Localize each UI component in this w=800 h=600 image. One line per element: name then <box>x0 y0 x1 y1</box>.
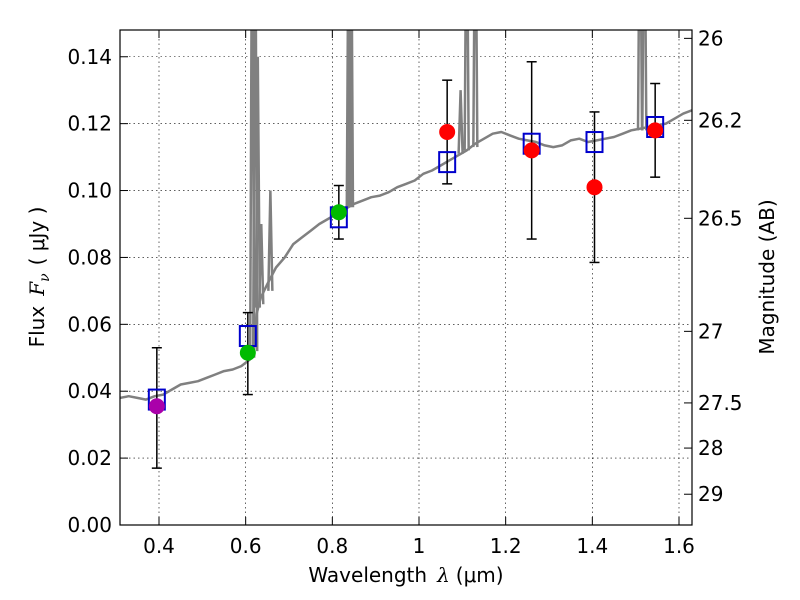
model-spectrum-line <box>120 109 692 401</box>
y2-tick-label: 27.5 <box>698 391 743 415</box>
y-tick-label: 0.12 <box>67 112 112 136</box>
emission-line-spike <box>254 56 262 308</box>
observed-photometry-point <box>148 398 165 415</box>
y2-tick-label: 26 <box>698 26 723 50</box>
emission-line-spike <box>457 90 464 154</box>
y-tick-label: 0.02 <box>67 446 112 470</box>
plot-frame <box>119 29 693 526</box>
x-tick-label: 1.6 <box>663 534 695 558</box>
x-tick-label: 0.6 <box>230 534 262 558</box>
emission-line-spike <box>267 190 274 291</box>
y2-tick-label: 26.2 <box>698 108 743 132</box>
emission-line-spike <box>258 223 265 305</box>
y-tick-label: 0.04 <box>67 379 112 403</box>
observed-photometry-point <box>239 344 256 361</box>
emission-line-spike <box>472 30 479 148</box>
plot-area <box>120 30 692 469</box>
model-photometry-marker <box>438 151 457 174</box>
observed-photometry-point <box>647 122 664 139</box>
model-photometry-marker <box>585 131 604 154</box>
y2-tick-label: 27 <box>698 319 723 343</box>
x-tick-label: 1 <box>413 534 426 558</box>
y-tick-label: 0.14 <box>67 45 112 69</box>
x-tick-label: 1.4 <box>576 534 608 558</box>
emission-line-spike <box>636 30 644 131</box>
y2-tick-label: 28 <box>698 436 723 460</box>
y2-tick-label: 29 <box>698 482 723 506</box>
y-tick-label: 0.10 <box>67 179 112 203</box>
grid-lines <box>120 30 692 526</box>
y-tick-label: 0.06 <box>67 312 112 336</box>
x-tick-label: 0.4 <box>143 534 175 558</box>
emission-line-spike <box>641 30 648 131</box>
emission-line-spike <box>347 30 355 208</box>
x-tick-label: 0.8 <box>316 534 348 558</box>
observed-photometry-point <box>523 142 540 159</box>
observed-photometry-point <box>330 204 347 221</box>
x-axis-label: Wavelength λ (μm) <box>308 563 503 587</box>
x-tick-label: 1.2 <box>490 534 522 558</box>
y2-axis-label: Magnitude (AB) <box>755 199 779 354</box>
y-tick-label: 0.00 <box>67 513 112 537</box>
emission-line-spike <box>463 30 470 151</box>
axis-ticks: 0.4 0.6 0.8 1 1.2 1.4 1.6 0.00 0.02 0.04 0.06 0.08 0… <box>67 26 742 558</box>
y-axis-label: FluxFν( μJy ) <box>25 207 53 348</box>
y-tick-label: 0.08 <box>67 245 112 269</box>
observed-photometry-point <box>439 124 456 141</box>
observed-photometry-point <box>586 179 603 196</box>
y2-tick-label: 26.5 <box>698 206 743 230</box>
